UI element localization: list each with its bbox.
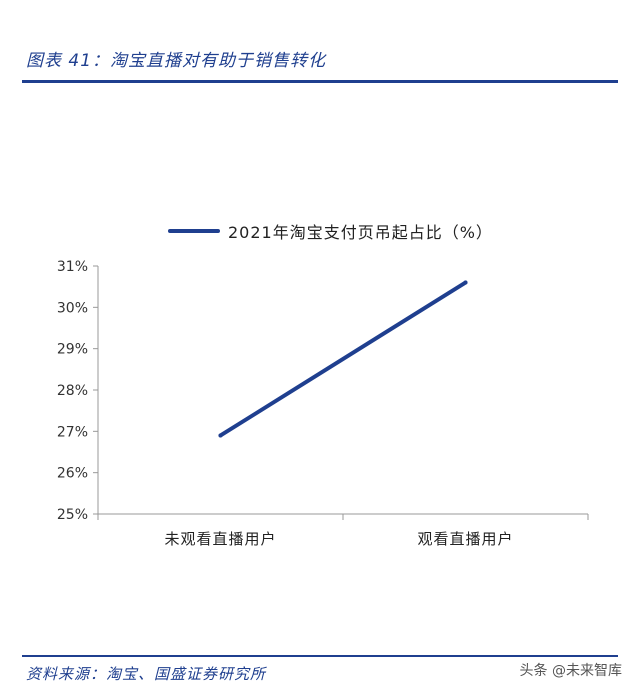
y-tick-label: 25% xyxy=(57,507,88,523)
y-tick-label: 27% xyxy=(57,424,88,440)
y-tick-label: 31% xyxy=(57,259,88,275)
watermark: 头条 @未来智库 xyxy=(519,660,622,680)
source-rule xyxy=(22,655,618,657)
title-rule xyxy=(22,80,618,83)
y-tick-label: 26% xyxy=(57,466,88,482)
legend-label: 2021年淘宝支付页吊起占比（%） xyxy=(228,223,493,242)
y-tick-label: 29% xyxy=(57,342,88,358)
data-point xyxy=(218,433,223,438)
y-tick-label: 28% xyxy=(57,383,88,399)
figure-title: 图表 41：淘宝直播对有助于销售转化 xyxy=(26,51,327,71)
source-note: 资料来源：淘宝、国盛证券研究所 xyxy=(26,665,267,683)
x-tick-label: 未观看直播用户 xyxy=(164,530,276,548)
x-axis: 未观看直播用户 观看直播用户 xyxy=(97,513,589,548)
y-tick-label: 30% xyxy=(57,300,88,316)
y-axis: 25% 26% 27% 28% 29% 30% 31% xyxy=(57,259,99,523)
series-layer xyxy=(218,280,468,438)
chart-legend: 2021年淘宝支付页吊起占比（%） xyxy=(168,219,493,243)
legend-swatch xyxy=(168,229,220,233)
x-tick-label: 观看直播用户 xyxy=(417,530,513,548)
series-line xyxy=(218,280,468,438)
data-point xyxy=(463,280,468,285)
